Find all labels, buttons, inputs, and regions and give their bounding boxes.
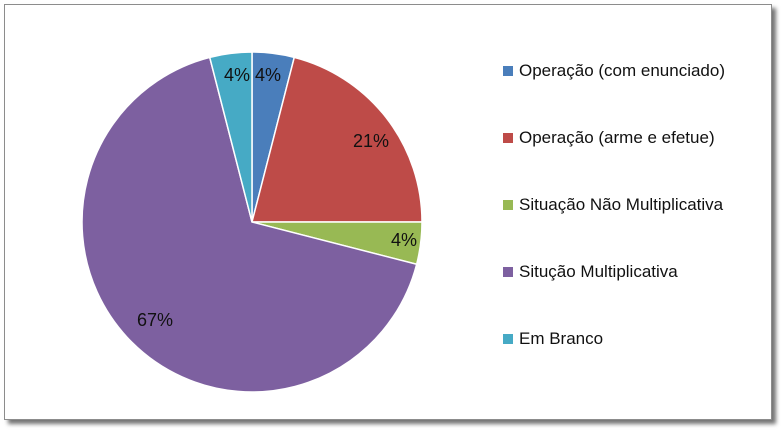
- pie-slice-3: [81, 56, 418, 393]
- legend-label-0: Operação (com enunciado): [519, 61, 726, 80]
- data-label-4: 4%: [224, 65, 250, 85]
- legend-label-3: Situção Multiplicativa: [519, 262, 678, 281]
- legend-item-0: Operação (com enunciado): [503, 61, 725, 128]
- legend-swatch-4: [503, 334, 513, 344]
- legend-swatch-0: [503, 66, 513, 76]
- legend-swatch-3: [503, 267, 513, 277]
- data-label-1: 21%: [353, 131, 389, 151]
- data-label-3: 67%: [137, 310, 173, 330]
- legend-item-4: Em Branco: [503, 329, 725, 396]
- legend-item-2: Situação Não Multiplicativa: [503, 195, 725, 262]
- legend-label-4: Em Branco: [519, 329, 604, 348]
- pie-chart: 4% 21% 4% 67% 4%: [81, 51, 423, 393]
- data-label-2: 4%: [391, 230, 417, 250]
- legend-label-2: Situação Não Multiplicativa: [519, 195, 724, 214]
- legend-label-1: Operação (arme e efetue): [519, 128, 715, 147]
- chart-frame: 4% 21% 4% 67% 4% Operação (com enunciado) Op…: [4, 4, 772, 420]
- legend-swatch-2: [503, 200, 513, 210]
- legend-item-3: Situção Multiplicativa: [503, 262, 725, 329]
- pie-slice-4: [208, 51, 253, 223]
- pie-slice-1: [251, 56, 423, 223]
- legend-swatch-1: [503, 133, 513, 143]
- legend-item-1: Operação (arme e efetue): [503, 128, 725, 195]
- data-label-0: 4%: [255, 65, 281, 85]
- legend: Operação (com enunciado) Operação (arme …: [503, 61, 725, 396]
